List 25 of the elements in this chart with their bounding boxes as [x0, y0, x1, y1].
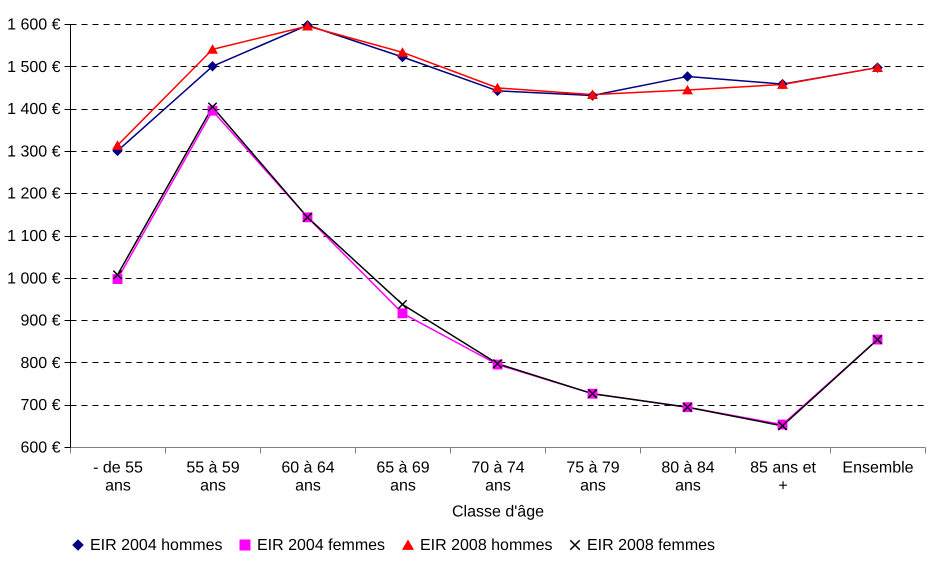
x-tick-label: 55 à 59 ans	[186, 460, 240, 494]
x-tick-label: 60 à 64 ans	[281, 460, 335, 494]
x-tick-label: 70 à 74 ans	[471, 460, 525, 494]
x-tick-label: 80 à 84 ans	[661, 460, 715, 494]
y-tick-label: 700 €	[20, 397, 61, 414]
x-axis-title: Classe d'âge	[452, 504, 544, 520]
y-tick-label: 1 400 €	[7, 101, 61, 118]
y-tick-label: 900 €	[20, 312, 61, 330]
legend-label: EIR 2004 hommes	[90, 537, 223, 554]
y-tick-label: 800 €	[20, 354, 61, 372]
y-tick-label: 1 600 €	[7, 16, 61, 34]
x-tick-label: 85 ans et +	[750, 460, 816, 494]
x-tick-label: 65 à 69 ans	[376, 460, 430, 494]
legend-label: EIR 2004 femmes	[257, 537, 386, 554]
y-tick-label: 600 €	[20, 440, 61, 456]
y-tick-label: 1 500 €	[7, 58, 61, 76]
legend-label: EIR 2008 femmes	[587, 537, 716, 554]
legend-label: EIR 2008 hommes	[420, 537, 553, 554]
x-tick-label: Ensemble	[842, 460, 914, 476]
y-tick-label: 1 000 €	[7, 270, 61, 288]
y-tick-label: 1 100 €	[7, 228, 61, 245]
x-tick-label: - de 55 ans	[93, 460, 144, 494]
y-tick-label: 1 200 €	[7, 186, 61, 203]
y-tick-label: 1 300 €	[7, 143, 61, 160]
x-tick-label: 75 à 79 ans	[566, 460, 620, 494]
